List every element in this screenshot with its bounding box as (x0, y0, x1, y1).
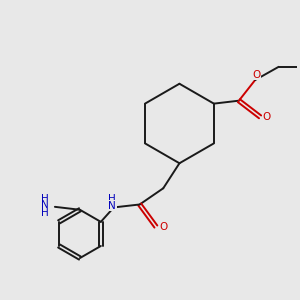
Text: O: O (159, 222, 167, 232)
Text: H: H (108, 194, 116, 204)
Text: N: N (41, 200, 49, 210)
Text: H: H (41, 194, 49, 204)
Text: N: N (108, 201, 116, 211)
Text: O: O (252, 70, 261, 80)
Text: H: H (41, 208, 49, 218)
Text: O: O (262, 112, 271, 122)
